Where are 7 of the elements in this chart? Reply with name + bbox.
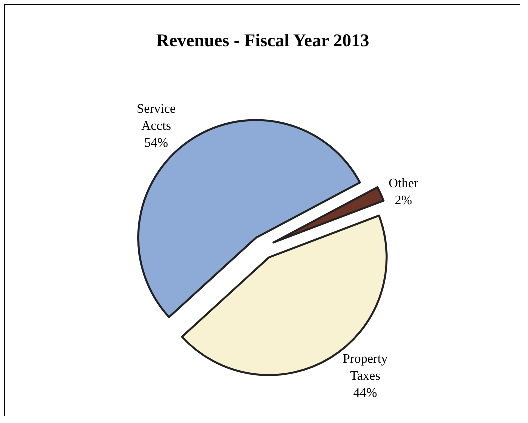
data-label: 44% — [354, 384, 378, 400]
slice-label: Service Accts — [136, 101, 176, 134]
slice-label: Other — [388, 175, 420, 190]
slice-label: Property Taxes — [343, 351, 388, 384]
chart-title: Revenues - Fiscal Year 2013 — [156, 30, 370, 50]
data-label: 2% — [395, 192, 413, 208]
data-label: 54% — [144, 134, 169, 150]
